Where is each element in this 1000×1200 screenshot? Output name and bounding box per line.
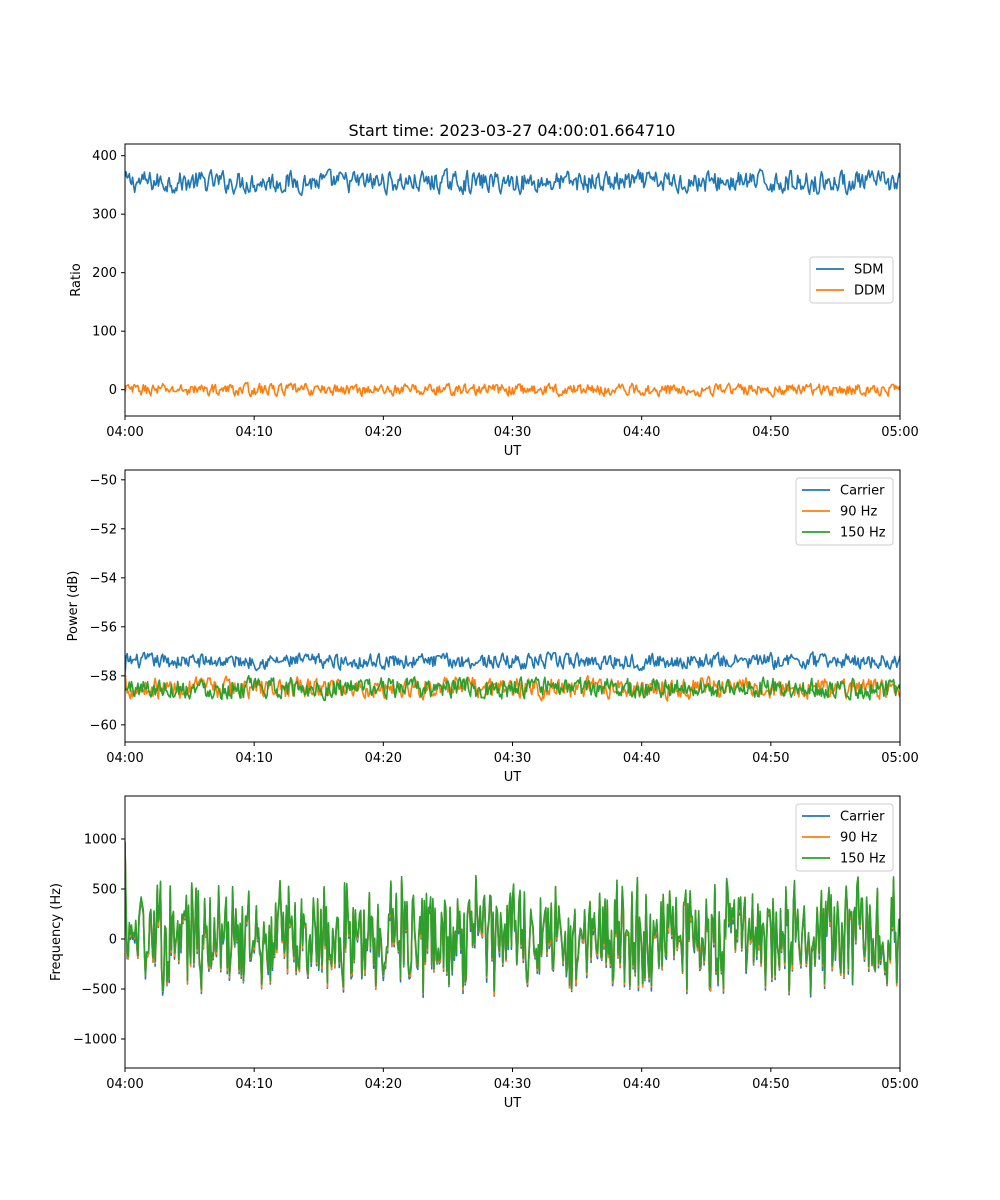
x-tick-label: 04:40	[623, 751, 660, 766]
x-axis-label: UT	[504, 1096, 522, 1111]
y-tick-label: −56	[90, 620, 117, 635]
figure-title: Start time: 2023-03-27 04:00:01.664710	[349, 121, 676, 140]
legend-label: SDM	[854, 263, 883, 278]
y-tick-label: −50	[90, 473, 117, 488]
y-tick-label: 0	[109, 933, 117, 948]
series-group	[125, 651, 900, 702]
legend-label: 150 Hz	[840, 526, 886, 541]
x-tick-label: 04:30	[494, 751, 531, 766]
x-tick-label: 04:40	[623, 425, 660, 440]
y-tick-label: −54	[90, 571, 117, 586]
legend: Carrier 90 Hz 150 Hz	[795, 803, 894, 872]
x-tick-label: 05:00	[881, 1077, 918, 1092]
panels-container: 04:00 04:10 04:20 04:30 04:40 04:50 05:00 0 100 2…	[49, 143, 919, 1111]
y-tick-label: 1000	[84, 833, 117, 848]
y-tick-label: −1000	[73, 1033, 117, 1048]
x-axis-label: UT	[504, 770, 522, 785]
legend-label: Carrier	[840, 810, 885, 825]
y-tick-label: −52	[90, 522, 117, 537]
series-group	[125, 840, 900, 999]
y-tick-label: 200	[92, 266, 117, 281]
y-tick-label: 0	[109, 383, 117, 398]
legend-box	[795, 477, 894, 546]
x-tick-label: 05:00	[881, 425, 918, 440]
x-tick-label: 04:10	[235, 425, 272, 440]
series-line-150-hz	[125, 840, 900, 995]
legend-label: 150 Hz	[840, 852, 886, 867]
x-tick-label: 04:30	[494, 1077, 531, 1092]
x-tick-label: 04:50	[752, 1077, 789, 1092]
legend-box	[795, 803, 894, 872]
y-tick-label: 500	[92, 883, 117, 898]
y-axis-label: Frequency (Hz)	[49, 883, 64, 981]
x-tick-label: 04:20	[365, 425, 402, 440]
x-tick-label: 04:00	[106, 425, 143, 440]
x-tick-label: 04:10	[235, 751, 272, 766]
x-tick-label: 04:40	[623, 1077, 660, 1092]
legend-label: DDM	[854, 284, 885, 299]
legend-label: 90 Hz	[840, 505, 877, 520]
y-tick-label: 300	[92, 208, 117, 223]
y-tick-label: −60	[90, 718, 117, 733]
x-tick-label: 04:20	[365, 1077, 402, 1092]
series-line-carrier	[125, 651, 900, 677]
y-axis-label: Ratio	[69, 263, 84, 296]
y-tick-label: 100	[92, 325, 117, 340]
x-tick-label: 04:10	[235, 1077, 272, 1092]
chart-panel-1: 04:00 04:10 04:20 04:30 04:40 04:50 05:00 0 100 2…	[69, 143, 919, 459]
series-line-ddm	[125, 381, 900, 398]
legend: Carrier 90 Hz 150 Hz	[795, 477, 894, 546]
y-axis-label: Power (dB)	[66, 571, 81, 642]
x-tick-label: 04:20	[365, 751, 402, 766]
x-tick-label: 04:00	[106, 1077, 143, 1092]
x-tick-label: 05:00	[881, 751, 918, 766]
legend: SDM DDM	[809, 256, 894, 304]
series-line-sdm	[125, 167, 900, 197]
series-line-150-hz	[125, 674, 900, 702]
x-tick-label: 04:50	[752, 751, 789, 766]
legend-label: Carrier	[840, 484, 885, 499]
y-tick-label: 400	[92, 149, 117, 164]
x-tick-label: 04:00	[106, 751, 143, 766]
x-tick-label: 04:50	[752, 425, 789, 440]
x-tick-label: 04:30	[494, 425, 531, 440]
legend-label: 90 Hz	[840, 831, 877, 846]
x-axis-label: UT	[504, 444, 522, 459]
series-group	[125, 167, 900, 398]
y-tick-label: −58	[90, 669, 117, 684]
y-tick-label: −500	[81, 983, 117, 998]
chart-panel-2: 04:00 04:10 04:20 04:30 04:40 04:50 05:00 −60 −5…	[66, 469, 919, 785]
chart-panel-3: 04:00 04:10 04:20 04:30 04:40 04:50 05:00 −1000…	[49, 795, 919, 1111]
